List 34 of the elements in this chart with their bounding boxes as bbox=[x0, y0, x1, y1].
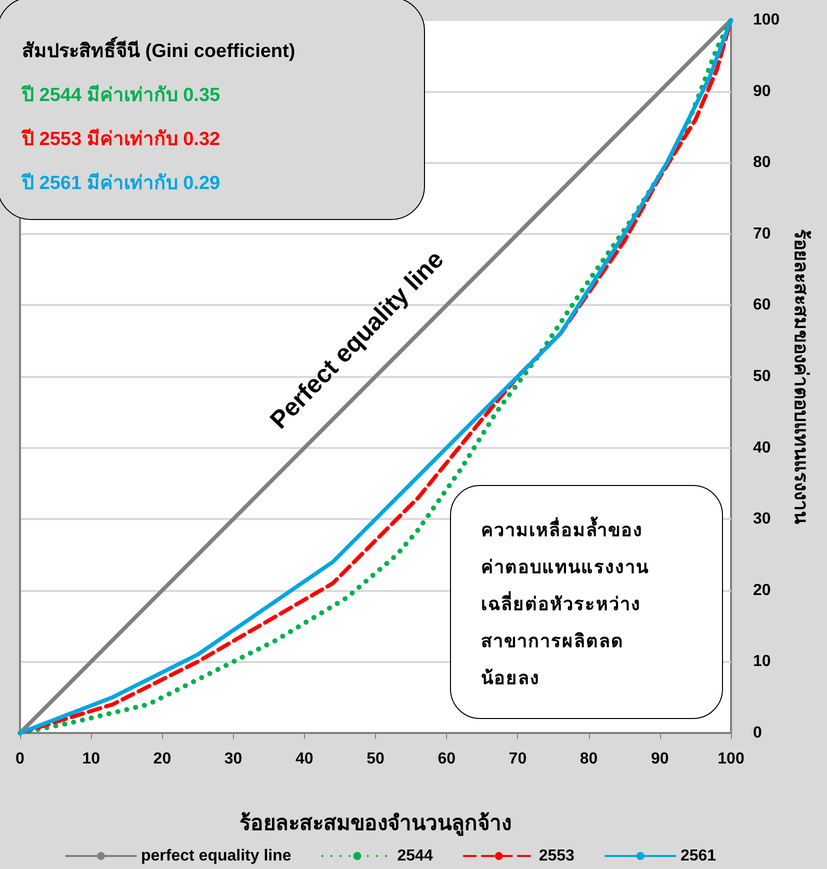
annotation: ปี 2544 มีค่าเท่ากับ 0.35 bbox=[22, 84, 222, 108]
x-tick-label: 0 bbox=[16, 750, 25, 768]
x-tick-label: 80 bbox=[580, 750, 598, 768]
legend-label: 2544 bbox=[397, 848, 433, 864]
y-axis-title: ร้อยละสะสมของค่าตอบแทนแรงงาน bbox=[790, 229, 812, 524]
x-tick-label: 60 bbox=[438, 750, 456, 768]
y-tick-label: 30 bbox=[753, 510, 771, 528]
x-tick-label: 90 bbox=[651, 750, 669, 768]
x-tick-label: 100 bbox=[718, 750, 744, 768]
annotation: ปี 2561 มีค่าเท่ากับ 0.29 bbox=[22, 172, 222, 196]
y-tick-label: 80 bbox=[753, 154, 771, 172]
legend-label: perfect equality line bbox=[141, 848, 292, 864]
x-axis-title: ร้อยละสะสมของจำนวนลูกจ้าง bbox=[240, 811, 512, 837]
y-tick-label: 60 bbox=[753, 296, 771, 314]
x-tick-label: 20 bbox=[153, 750, 172, 768]
annotation: ความเหลื่อมล้ำของ ค่าตอบแทนแรงงาน เฉลี่ยต่อหัวระหว่าง สาขาการผลิตลด น้อยลง bbox=[481, 516, 650, 690]
x-tick-label: 10 bbox=[82, 750, 100, 768]
y-tick-label: 50 bbox=[753, 368, 771, 385]
y-tick-label: 40 bbox=[753, 439, 771, 456]
y-tick-label: 70 bbox=[753, 225, 771, 242]
legend-label: 2561 bbox=[680, 848, 716, 864]
y-tick-label: 100 bbox=[753, 12, 780, 28]
annotation: สัมประสิทธิ์จีนี (Gini coefficient) bbox=[22, 36, 296, 64]
legend-label: 2553 bbox=[538, 848, 575, 864]
x-tick-label: 40 bbox=[296, 750, 314, 768]
annotation: ปี 2553 มีค่าเท่ากับ 0.32 bbox=[22, 128, 222, 152]
y-tick-label: 10 bbox=[753, 653, 771, 670]
note-box: ความเหลื่อมล้ำของ ค่าตอบแทนแรงงาน เฉลี่ยต่อหัวระหว่าง สาขาการผลิตลด น้อยลง bbox=[450, 485, 723, 719]
y-tick-label: 20 bbox=[753, 582, 771, 599]
x-tick-label: 50 bbox=[366, 750, 384, 768]
x-tick-label: 30 bbox=[224, 750, 242, 768]
y-tick-label: 90 bbox=[753, 82, 771, 100]
y-tick-label: 0 bbox=[753, 724, 762, 742]
x-tick-label: 70 bbox=[508, 750, 527, 768]
